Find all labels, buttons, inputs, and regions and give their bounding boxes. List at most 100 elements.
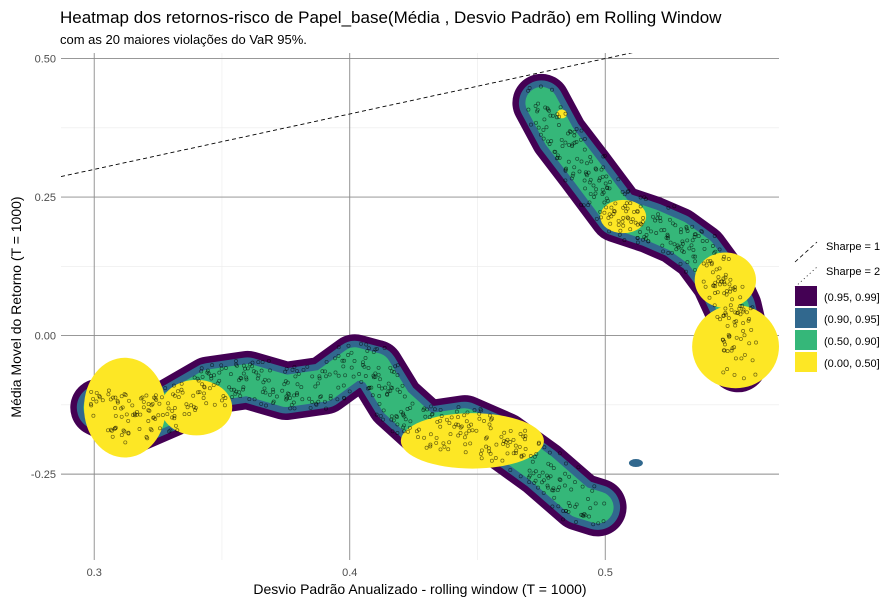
observation-point: [596, 521, 601, 526]
observation-point: [560, 144, 565, 149]
observation-point: [646, 239, 651, 244]
observation-point: [620, 219, 625, 224]
observation-point: [691, 254, 696, 259]
plot-panel: [61, 53, 779, 560]
observation-point: [508, 440, 513, 444]
observation-point: [151, 415, 156, 420]
observation-point: [266, 358, 271, 363]
observation-point: [488, 413, 492, 418]
observation-point: [241, 387, 245, 392]
observation-point: [234, 362, 238, 367]
observation-point: [266, 378, 271, 383]
observation-point: [570, 142, 575, 147]
observation-point: [607, 180, 612, 185]
observation-point: [182, 412, 187, 417]
observation-point: [593, 166, 598, 171]
observation-point: [447, 421, 452, 426]
observation-point: [400, 383, 405, 388]
observation-point: [292, 406, 297, 411]
observation-point: [563, 167, 568, 172]
legend-swatch: [795, 286, 817, 306]
observation-point: [719, 279, 724, 284]
observation-point: [541, 136, 546, 141]
observation-point: [591, 183, 596, 188]
observation-point: [361, 360, 365, 365]
observation-point: [700, 239, 705, 243]
observation-point: [722, 254, 727, 259]
observation-point: [263, 390, 268, 395]
observation-point: [616, 222, 621, 227]
observation-point: [489, 417, 493, 422]
observation-point: [270, 387, 275, 392]
observation-point: [566, 131, 570, 136]
observation-point: [219, 366, 224, 371]
observation-point: [259, 368, 264, 373]
observation-point: [438, 424, 443, 429]
observation-point: [573, 480, 577, 485]
observation-point: [750, 358, 755, 363]
observation-point: [638, 221, 643, 226]
observation-point: [718, 282, 722, 287]
observation-point: [593, 501, 598, 506]
observation-point: [715, 314, 720, 319]
observation-point: [549, 139, 554, 144]
observation-point: [172, 406, 177, 410]
observation-point: [561, 509, 566, 513]
y-tick-label: 0.50: [35, 54, 56, 66]
observation-point: [381, 408, 386, 413]
observation-point: [359, 341, 363, 346]
x-tick-label: 0.3: [87, 567, 102, 579]
observation-point: [336, 373, 341, 378]
observation-point: [444, 417, 449, 422]
observation-point: [432, 407, 437, 412]
observation-point: [542, 117, 547, 122]
observation-point: [88, 402, 93, 406]
observation-point: [642, 234, 647, 239]
observation-point: [483, 436, 488, 441]
observation-point: [559, 137, 564, 142]
observation-point: [589, 159, 594, 164]
observation-point: [685, 260, 690, 265]
observation-point: [558, 478, 563, 482]
observation-point: [701, 261, 706, 266]
observation-point: [536, 101, 541, 106]
observation-point: [547, 450, 552, 455]
observation-point: [122, 429, 127, 434]
observation-point: [386, 381, 391, 386]
observation-point: [605, 185, 609, 190]
observation-point: [604, 196, 609, 201]
observation-point: [572, 165, 577, 170]
observation-point: [340, 358, 345, 363]
observation-point: [749, 327, 754, 332]
legend-label: (0.00, 0.50]: [824, 358, 880, 370]
observation-point: [234, 359, 238, 363]
observation-point: [584, 171, 589, 176]
observation-point: [209, 376, 214, 381]
observation-point: [317, 376, 322, 381]
observation-point: [446, 447, 451, 452]
observation-point: [632, 209, 636, 214]
observation-point: [581, 203, 586, 208]
observation-point: [502, 438, 507, 443]
observation-point: [704, 263, 709, 268]
observation-point: [746, 318, 751, 323]
observation-point: [110, 434, 115, 439]
observation-point: [478, 451, 483, 456]
observation-point: [741, 309, 746, 314]
observation-point: [593, 191, 598, 196]
observation-point: [349, 365, 354, 370]
observation-point: [202, 385, 207, 390]
observation-point: [705, 238, 709, 243]
observation-point: [541, 127, 546, 132]
observation-point: [664, 235, 669, 240]
observation-point: [454, 409, 459, 414]
observation-point: [168, 428, 173, 433]
observation-point: [655, 216, 660, 221]
legend-key-line: [794, 266, 818, 288]
observation-point: [545, 106, 550, 111]
observation-point: [222, 403, 227, 408]
observation-point: [546, 475, 551, 480]
density-core: [556, 109, 567, 119]
legend-swatch: [795, 330, 817, 350]
observation-point: [531, 471, 536, 476]
